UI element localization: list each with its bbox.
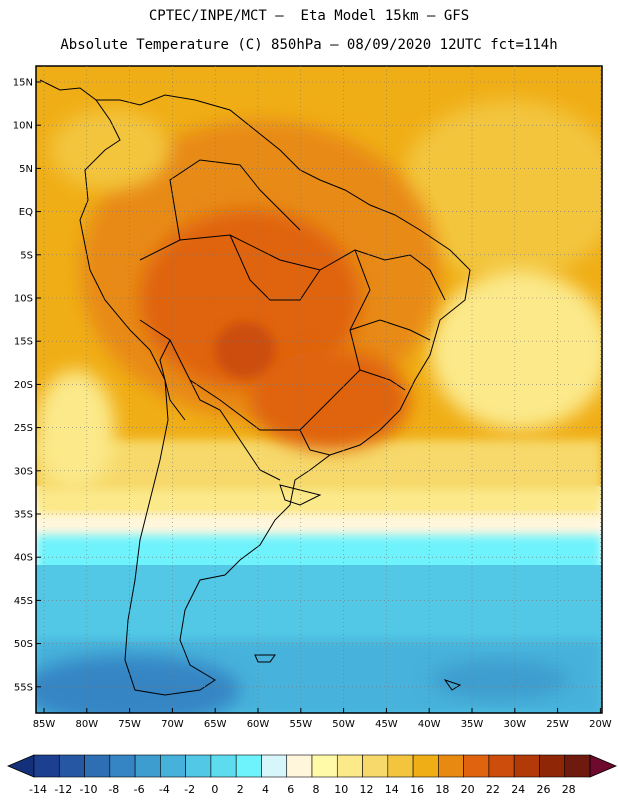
colorbar-label: 26 <box>537 783 551 796</box>
lat-label: 5N <box>19 164 33 175</box>
graticule <box>36 66 602 713</box>
colorbar-swatch <box>261 754 288 778</box>
colorbar-swatch <box>336 754 363 778</box>
lat-label: 20S <box>14 380 33 391</box>
lat-label: 35S <box>14 510 33 521</box>
colorbar-label: -4 <box>159 783 170 796</box>
colorbar-swatch <box>84 754 111 778</box>
colorbar-swatch <box>412 754 439 778</box>
chart-title-line1: CPTEC/INPE/MCT – Eta Model 15km – GFS <box>148 8 470 24</box>
colorbar-swatch <box>539 754 566 778</box>
lat-label: 10N <box>13 121 33 132</box>
colorbar-swatch <box>362 754 389 778</box>
colorbar-label: 2 <box>237 783 244 796</box>
ocean-mild-west <box>36 370 115 490</box>
lat-label: 25S <box>14 423 33 434</box>
coastlines <box>39 79 471 696</box>
colorbar-max-arrow <box>589 754 618 778</box>
lon-label: 45W <box>375 719 398 730</box>
colorbar-swatch <box>33 754 60 778</box>
colorbar-label: 16 <box>410 783 424 796</box>
cold-pocket-east <box>430 660 570 700</box>
colorbar-label: -10 <box>80 783 98 796</box>
lat-label: 55S <box>14 682 33 693</box>
colorbar-swatch <box>311 754 338 778</box>
lat-label: 50S <box>14 639 33 650</box>
colorbar-label: -8 <box>108 783 119 796</box>
lat-label: 45S <box>14 596 33 607</box>
lon-label: 85W <box>33 719 56 730</box>
colorbar-swatch <box>513 754 540 778</box>
colorbar-swatch <box>58 754 85 778</box>
colorbar-label: 24 <box>511 783 525 796</box>
colorbar-label: 28 <box>562 783 576 796</box>
lon-labels: 85W 80W 75W 70W 65W 60W 55W 50W 45W 40W 35W 30W 25W 2… <box>33 719 612 730</box>
colorbar-swatch <box>463 754 490 778</box>
colorbar-label: 18 <box>435 783 449 796</box>
colorbar-label: -14 <box>29 783 47 796</box>
lat-label: 15N <box>13 78 33 89</box>
colorbar-swatch <box>235 754 262 778</box>
colorbar-swatch <box>564 754 591 778</box>
lon-label: 50W <box>332 719 355 730</box>
lat-label: EQ <box>19 207 33 218</box>
colorbar-label: 12 <box>360 783 374 796</box>
colorbar-label: -6 <box>134 783 145 796</box>
lon-label: 65W <box>204 719 227 730</box>
colorbar-label: 10 <box>334 783 348 796</box>
lon-label: 20W <box>589 719 612 730</box>
colorbar-swatch <box>134 754 161 778</box>
colorbar-label: -12 <box>54 783 72 796</box>
colorbar-swatch <box>387 754 414 778</box>
lon-label: 35W <box>461 719 484 730</box>
lat-label: 40S <box>14 553 33 564</box>
colorbar-label: 8 <box>313 783 320 796</box>
core-hot <box>215 322 275 378</box>
ocean-mild-north <box>400 100 602 280</box>
colorbar-label: 14 <box>385 783 399 796</box>
colorbar-min-arrow <box>6 754 35 778</box>
lat-label: 10S <box>14 294 33 305</box>
ocean-mild-east <box>430 270 602 430</box>
colorbar-swatch <box>488 754 515 778</box>
lon-label: 80W <box>75 719 98 730</box>
lon-label: 30W <box>503 719 526 730</box>
map-frame <box>35 65 603 714</box>
temperature-field <box>36 66 602 713</box>
colorbar-swatch <box>109 754 136 778</box>
colorbar-swatch <box>160 754 186 778</box>
lat-label: 5S <box>20 250 33 261</box>
caribbean-mild <box>50 110 170 190</box>
colorbar-label: 6 <box>287 783 294 796</box>
colorbar-swatch <box>210 754 237 778</box>
lon-label: 40W <box>418 719 441 730</box>
chart-title-line2: Absolute Temperature (C) 850hPa – 08/09/… <box>60 37 558 53</box>
colorbar-label: 4 <box>262 783 269 796</box>
lon-label: 60W <box>247 719 270 730</box>
colorbar-label: 0 <box>211 783 218 796</box>
colorbar-swatch <box>286 754 313 778</box>
coldest-pocket <box>36 655 240 713</box>
lon-label: 70W <box>161 719 184 730</box>
colorbar-label: 20 <box>461 783 475 796</box>
lat-label: 30S <box>14 466 33 477</box>
colorbar: -14 -12 -10 -8 -6 -4 -2 0 2 4 6 8 10 12 14 16 18 20 22 24 26… <box>6 754 618 796</box>
colorbar-swatch <box>185 754 212 778</box>
lon-label: 55W <box>289 719 312 730</box>
lat-labels: 15N 10N 5N EQ 5S 10S 15S 20S 25S 30S 35S 40S 45S 50S 5… <box>13 78 33 694</box>
colorbar-label: 22 <box>486 783 500 796</box>
colorbar-swatch <box>438 754 464 778</box>
colorbar-label: -2 <box>184 783 195 796</box>
lat-label: 15S <box>14 337 33 348</box>
lon-label: 75W <box>118 719 141 730</box>
lon-label: 25W <box>546 719 569 730</box>
